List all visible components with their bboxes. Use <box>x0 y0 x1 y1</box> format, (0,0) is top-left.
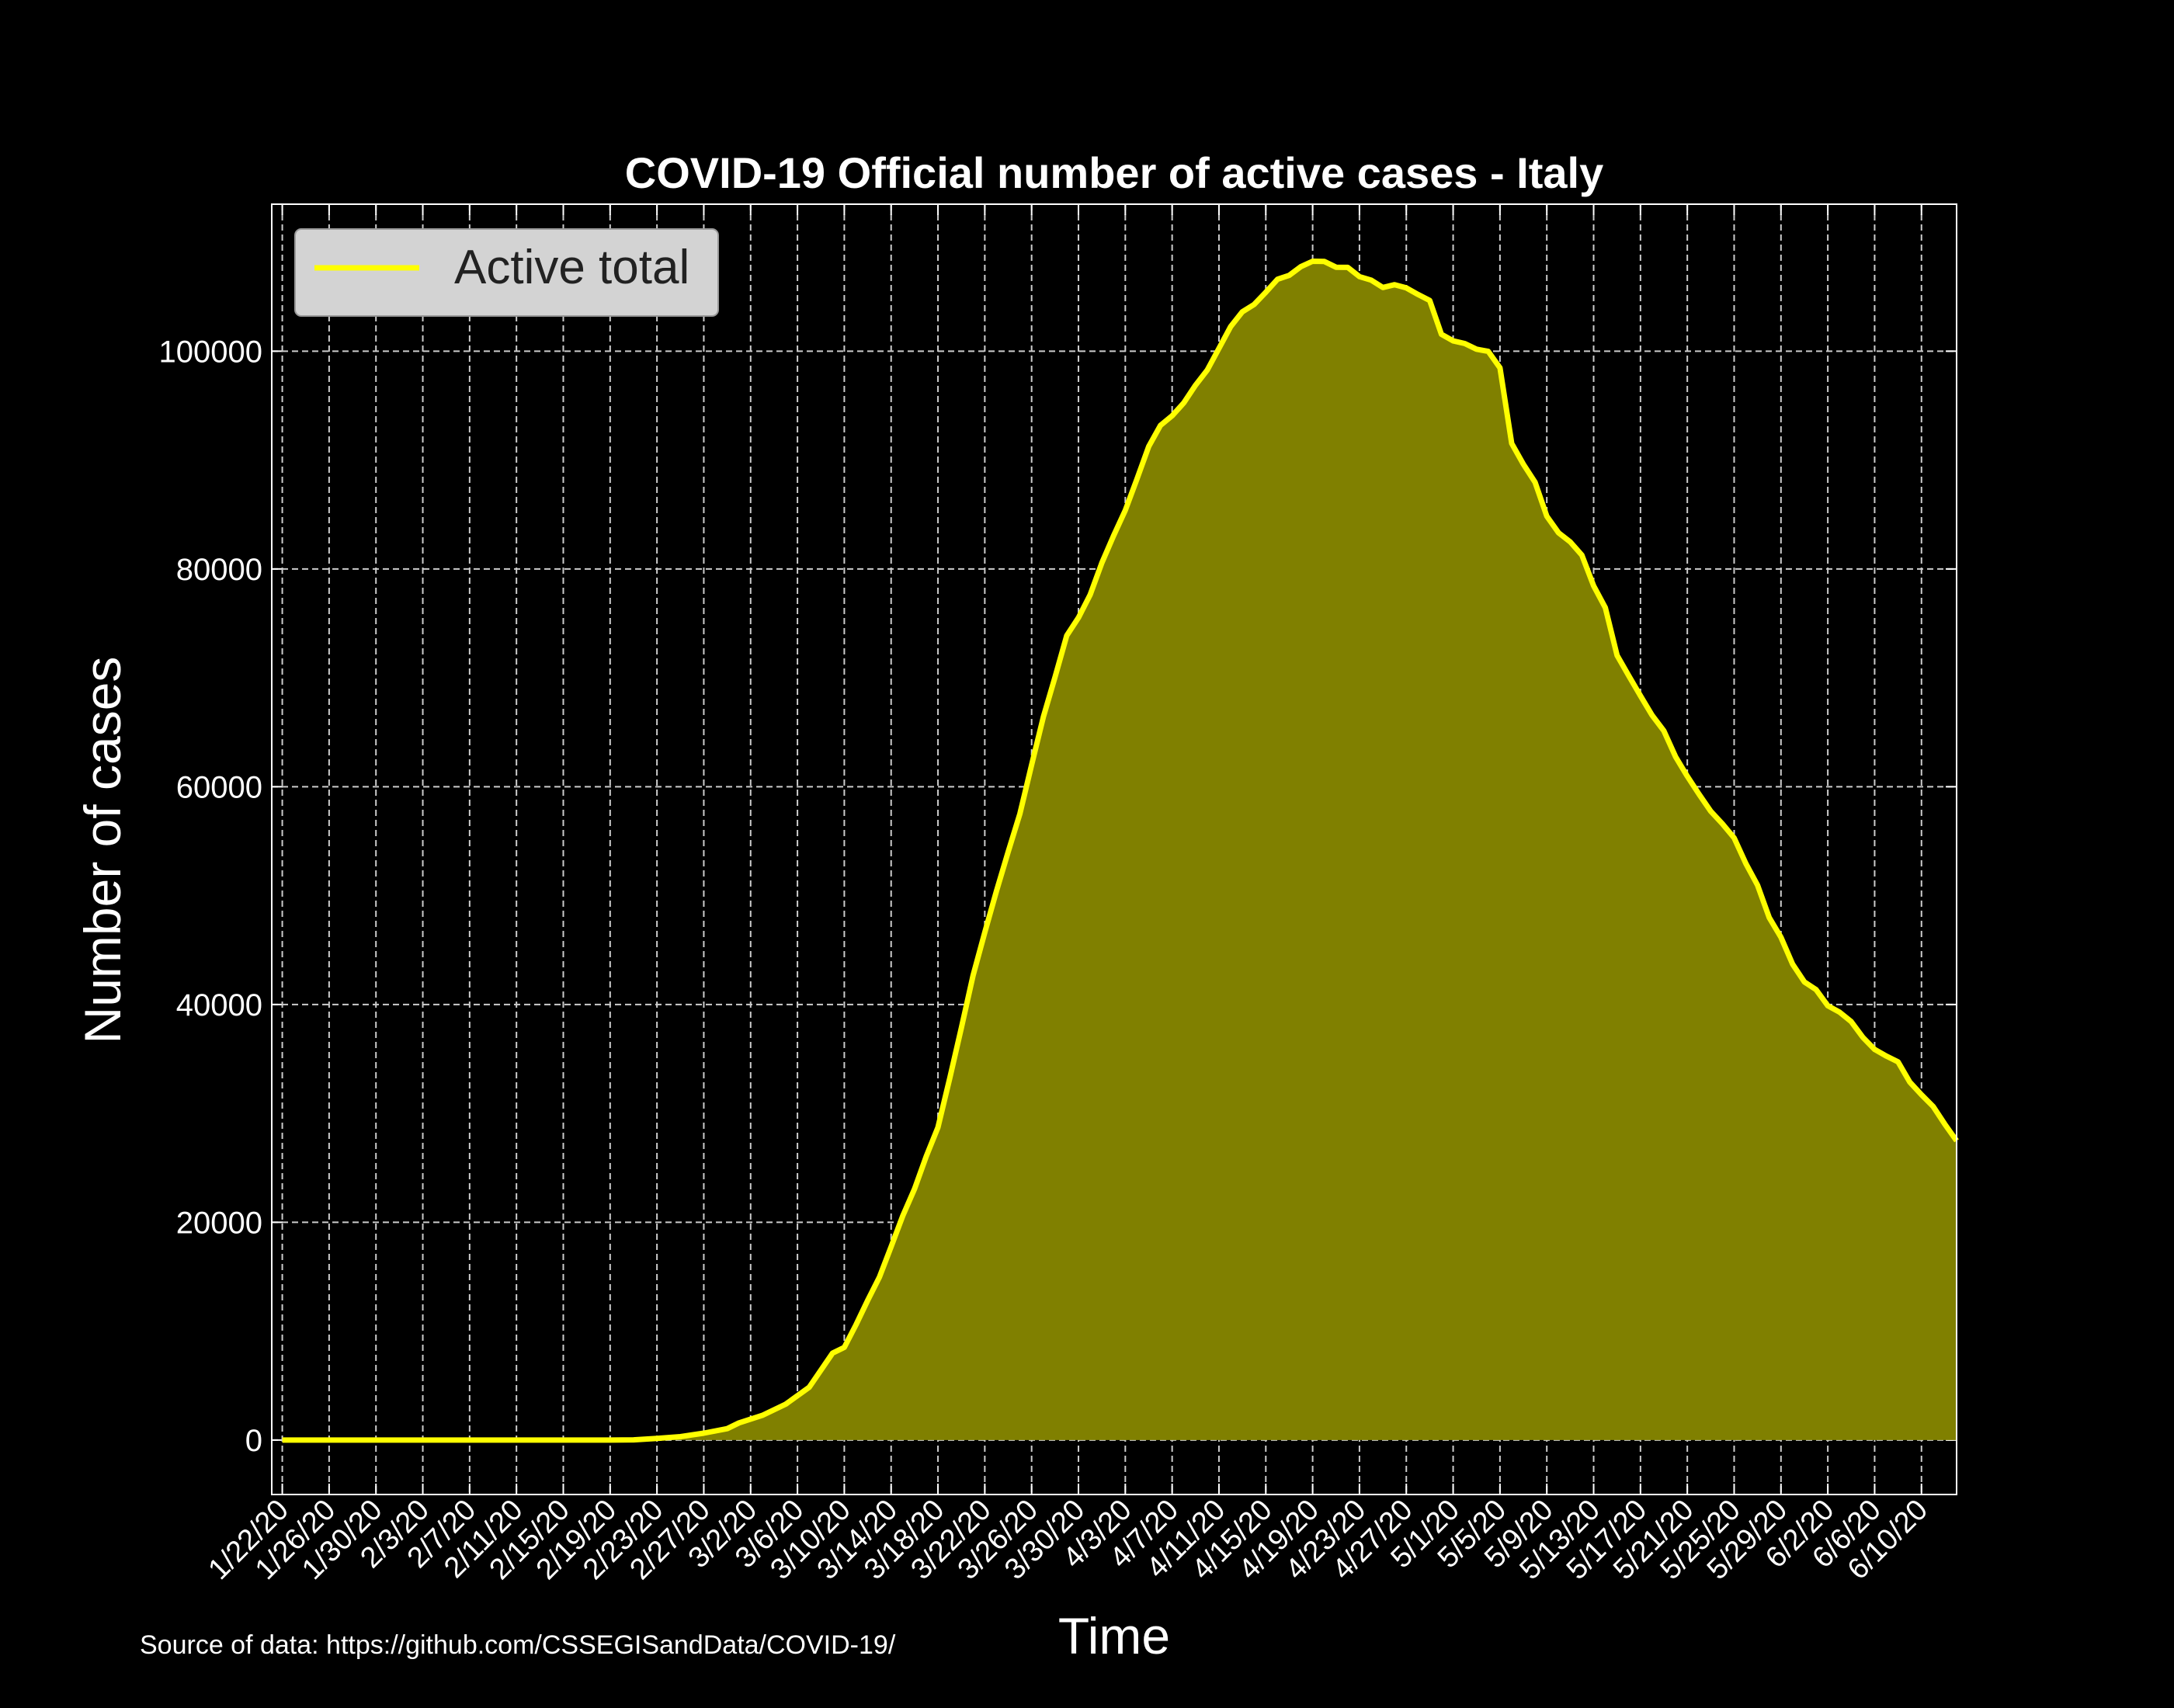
y-tick-label: 100000 <box>159 335 262 369</box>
y-axis-label: Number of cases <box>74 657 131 1044</box>
source-note: Source of data: https://github.com/CSSEG… <box>140 1630 896 1660</box>
legend-box <box>294 228 719 317</box>
series-area <box>282 261 1957 1440</box>
plot-area: 0200004000060000800001000001/22/201/26/2… <box>159 203 1959 1586</box>
y-tick-label: 40000 <box>176 988 262 1022</box>
x-axis-label: Time <box>1058 1607 1170 1665</box>
y-tick-label: 60000 <box>176 770 262 804</box>
y-tick-label: 0 <box>245 1424 262 1458</box>
chart-title: COVID-19 Official number of active cases… <box>625 148 1603 197</box>
legend-label: Active total <box>454 241 689 294</box>
y-tick-label: 80000 <box>176 553 262 587</box>
series-line <box>282 259 1959 1443</box>
y-tick-label: 20000 <box>176 1206 262 1240</box>
plot-frame <box>271 203 1957 1495</box>
